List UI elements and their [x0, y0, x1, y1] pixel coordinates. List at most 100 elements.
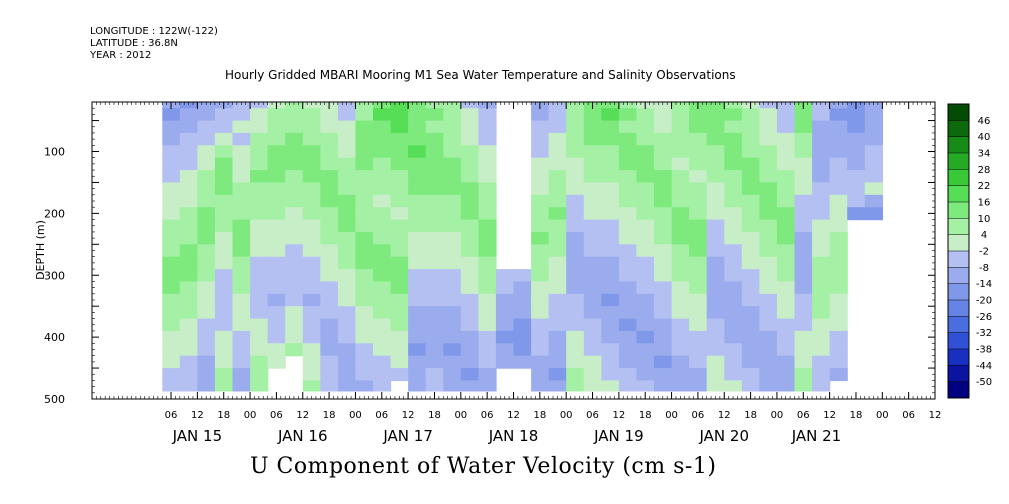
heatmap-cell: [179, 355, 198, 369]
colorbar-label: -32: [976, 328, 992, 339]
y-tick-label: 300: [44, 269, 65, 282]
heatmap-cell: [302, 281, 321, 295]
heatmap-cell: [618, 120, 638, 134]
heatmap-cell: [460, 330, 479, 344]
heatmap-cell: [232, 102, 251, 109]
heatmap-cell: [724, 244, 743, 258]
heatmap-cell: [601, 170, 620, 184]
heatmap-cell: [583, 219, 602, 233]
heatmap-cell: [548, 306, 567, 320]
heatmap-cell: [373, 145, 392, 159]
heatmap-cell: [741, 145, 760, 159]
heatmap-cell: [373, 219, 392, 233]
heatmap-cell: [741, 182, 760, 196]
x-tick-label: 06: [481, 410, 494, 421]
heatmap-cell: [759, 170, 778, 184]
heatmap-cell: [724, 108, 743, 122]
heatmap-cell: [812, 207, 831, 221]
heatmap-cell: [671, 318, 690, 332]
heatmap-cell: [425, 380, 444, 392]
heatmap-cell: [250, 269, 269, 283]
heatmap-cell: [531, 355, 550, 369]
heatmap-cell: [794, 120, 813, 134]
heatmap-cell: [302, 231, 321, 245]
heatmap-cell: [285, 269, 304, 283]
heatmap-cell: [706, 269, 725, 283]
colorbar-swatch: [948, 104, 969, 121]
heatmap-cell: [390, 194, 409, 208]
heatmap-cell: [443, 108, 462, 122]
heatmap-cell: [162, 306, 181, 320]
heatmap-cell: [794, 231, 813, 245]
heatmap-cell: [583, 355, 602, 369]
colorbar-swatch: [948, 169, 969, 187]
heatmap-cell: [267, 132, 286, 146]
heatmap-cell: [320, 306, 339, 320]
heatmap-cell: [741, 343, 760, 357]
heatmap-cell: [373, 170, 392, 184]
heatmap-cell: [759, 293, 778, 307]
heatmap-cell: [706, 231, 725, 245]
heatmap-cell: [566, 343, 585, 357]
x-tick-label: 12: [507, 410, 520, 421]
heatmap-cell: [460, 132, 479, 146]
heatmap-cell: [706, 343, 725, 357]
heatmap-cell: [162, 170, 181, 184]
heatmap-cell: [214, 244, 234, 258]
heatmap-cell: [285, 194, 304, 208]
x-tick-label: 00: [244, 410, 257, 421]
heatmap-cell: [706, 194, 725, 208]
heatmap-cell: [267, 330, 286, 344]
heatmap-cell: [531, 244, 550, 258]
heatmap-cell: [548, 293, 567, 307]
heatmap-cell: [636, 380, 655, 392]
heatmap-cell: [408, 194, 427, 208]
heatmap-cell: [408, 157, 427, 171]
heatmap-cell: [618, 219, 638, 233]
colorbar-swatch: [948, 283, 969, 301]
x-tick-label: 18: [428, 410, 441, 421]
heatmap-cell: [654, 145, 673, 159]
heatmap-cell: [232, 281, 251, 295]
heatmap-cell: [724, 269, 743, 283]
heatmap-cell: [478, 157, 497, 171]
x-tick-label: 00: [349, 410, 362, 421]
x-tick-label: 12: [718, 410, 731, 421]
heatmap-cell: [724, 293, 743, 307]
heatmap-cell: [583, 170, 602, 184]
heatmap-cell: [425, 145, 444, 159]
heatmap-cell: [548, 380, 567, 392]
heatmap-cell: [566, 145, 585, 159]
heatmap-cell: [741, 108, 760, 122]
heatmap-cell: [285, 170, 304, 184]
heatmap-cell: [390, 318, 409, 332]
heatmap-cell: [390, 170, 409, 184]
heatmap-cell: [583, 194, 602, 208]
heatmap-cell: [425, 306, 444, 320]
x-day-label: JAN 17: [382, 427, 433, 445]
heatmap-cell: [847, 132, 866, 146]
x-tick-label: 12: [402, 410, 415, 421]
heatmap-cell: [618, 102, 638, 109]
heatmap-cell: [267, 108, 286, 122]
x-day-label: JAN 15: [172, 427, 223, 445]
heatmap-cell: [320, 293, 339, 307]
heatmap-cell: [654, 102, 673, 109]
heatmap-cell: [214, 145, 234, 159]
heatmap-cell: [232, 293, 251, 307]
colorbar-label: -26: [976, 312, 992, 323]
heatmap-cell: [671, 207, 690, 221]
heatmap-cell: [425, 355, 444, 369]
heatmap-cell: [601, 330, 620, 344]
heatmap-cell: [355, 170, 374, 184]
x-tick-label: 12: [823, 410, 836, 421]
heatmap-cell: [390, 145, 409, 159]
heatmap-cell: [776, 219, 796, 233]
x-tick-label: 00: [560, 410, 573, 421]
heatmap-cell: [864, 120, 883, 134]
heatmap-cell: [812, 157, 831, 171]
heatmap-cell: [179, 368, 198, 382]
heatmap-cell: [706, 182, 725, 196]
heatmap-cell: [689, 306, 708, 320]
heatmap-cell: [162, 343, 181, 357]
